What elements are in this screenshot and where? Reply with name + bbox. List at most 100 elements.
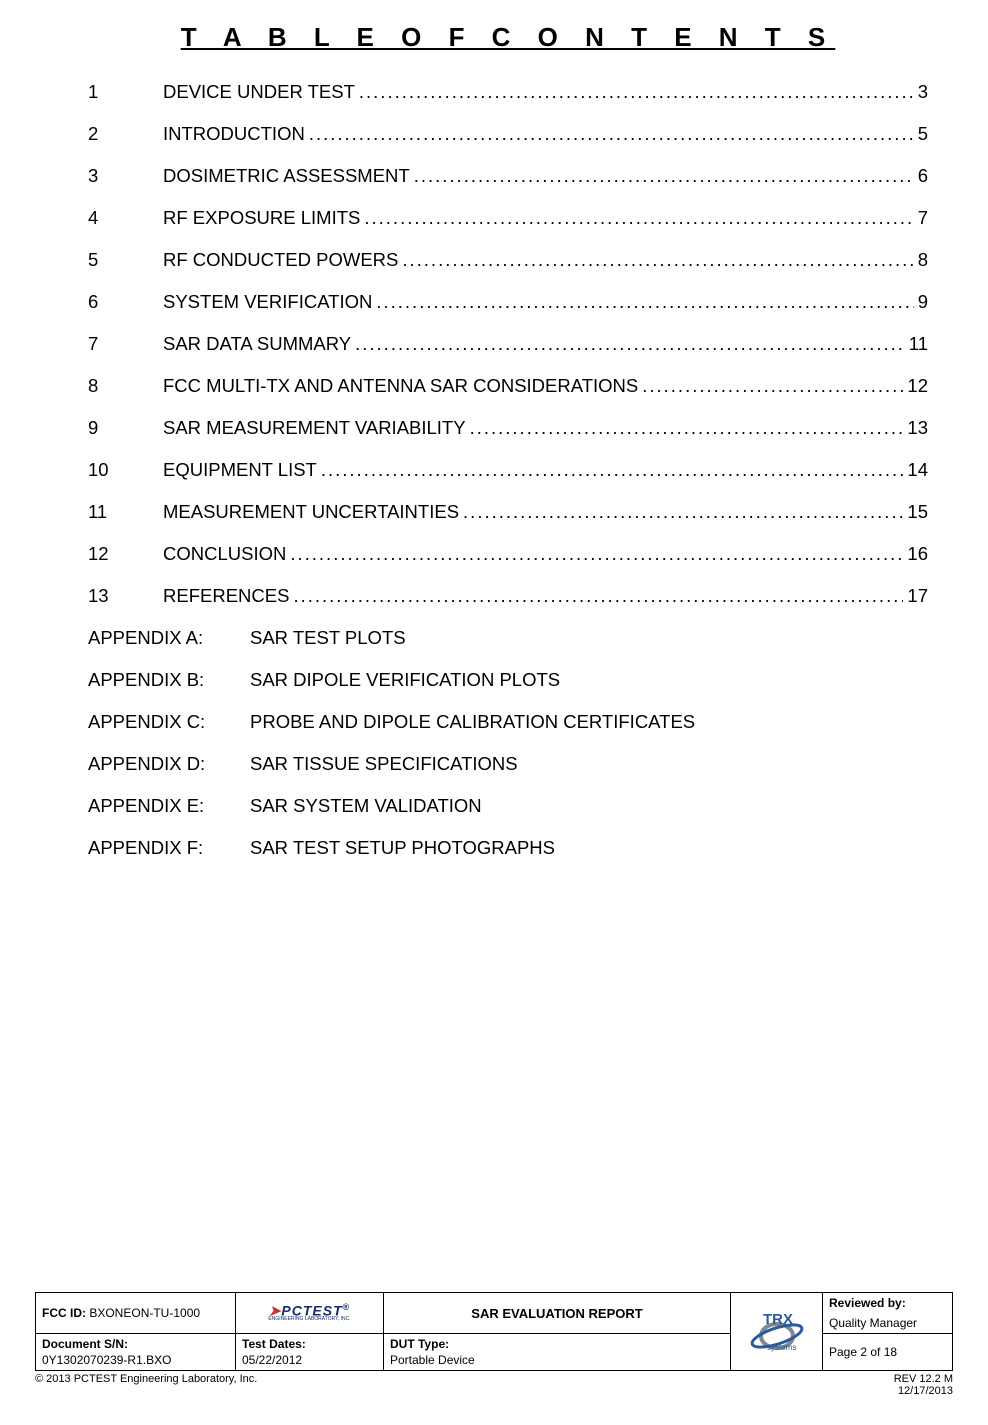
toc-page: 15 xyxy=(903,501,928,523)
toc-num: 4 xyxy=(88,207,163,229)
appendix-label: APPENDIX A: xyxy=(88,627,250,649)
docsn-label: Document S/N: xyxy=(42,1337,229,1351)
appendix-label: APPENDIX D: xyxy=(88,753,250,775)
appendix-text: SAR SYSTEM VALIDATION xyxy=(250,795,482,817)
cell-reviewed: Reviewed by: Quality Manager xyxy=(823,1293,953,1334)
appendix-label: APPENDIX B: xyxy=(88,669,250,691)
rev-date: 12/17/2013 xyxy=(898,1385,953,1397)
toc-page: 17 xyxy=(903,585,928,607)
toc-page: 5 xyxy=(914,123,928,145)
toc-page: 7 xyxy=(914,207,928,229)
appendix-row: APPENDIX D:SAR TISSUE SPECIFICATIONS xyxy=(88,753,928,775)
toc-row: 1DEVICE UNDER TEST 3 xyxy=(88,81,928,103)
toc-num: 9 xyxy=(88,417,163,439)
rev-text: REV 12.2 M xyxy=(894,1373,953,1385)
reviewed-label: Reviewed by: xyxy=(829,1296,946,1310)
toc-row: 8FCC MULTI-TX AND ANTENNA SAR CONSIDERAT… xyxy=(88,375,928,397)
toc-text: CONCLUSION xyxy=(163,543,290,565)
toc-num: 7 xyxy=(88,333,163,355)
pctest-logo-sub: ENGINEERING LABORATORY, INC. xyxy=(268,1317,350,1322)
toc-text: RF CONDUCTED POWERS xyxy=(163,249,402,271)
appendix-row: APPENDIX F:SAR TEST SETUP PHOTOGRAPHS xyxy=(88,837,928,859)
toc-row: 13REFERENCES 17 xyxy=(88,585,928,607)
pctest-logo-icon: ➤PCTEST®ENGINEERING LABORATORY, INC. xyxy=(268,1303,350,1323)
subfooter: © 2013 PCTEST Engineering Laboratory, In… xyxy=(35,1373,953,1397)
cell-testdates: Test Dates: 05/22/2012 xyxy=(236,1334,384,1371)
toc-num: 3 xyxy=(88,165,163,187)
toc-text: REFERENCES xyxy=(163,585,293,607)
toc-page: 16 xyxy=(903,543,928,565)
page-number: Page 2 of 18 xyxy=(823,1334,953,1371)
trx-logo-icon: TRX systems xyxy=(745,1308,809,1352)
toc-text: SYSTEM VERIFICATION xyxy=(163,291,376,313)
toc-text: MEASUREMENT UNCERTAINTIES xyxy=(163,501,463,523)
toc-text: DEVICE UNDER TEST xyxy=(163,81,359,103)
toc-num: 10 xyxy=(88,459,163,481)
toc-leader-dots xyxy=(376,291,913,313)
appendix-row: APPENDIX B:SAR DIPOLE VERIFICATION PLOTS xyxy=(88,669,928,691)
toc-num: 13 xyxy=(88,585,163,607)
toc-page: 8 xyxy=(914,249,928,271)
toc-leader-dots xyxy=(414,165,914,187)
cell-docsn: Document S/N: 0Y1302070239-R1.BXO xyxy=(36,1334,236,1371)
toc-page: 11 xyxy=(905,333,928,355)
toc-leader-dots xyxy=(290,543,903,565)
reviewed-value: Quality Manager xyxy=(829,1316,917,1330)
appendix-text: PROBE AND DIPOLE CALIBRATION CERTIFICATE… xyxy=(250,711,695,733)
toc-text: EQUIPMENT LIST xyxy=(163,459,321,481)
toc-leader-dots xyxy=(642,375,903,397)
toc-num: 8 xyxy=(88,375,163,397)
toc-num: 11 xyxy=(88,501,163,523)
appendix-text: SAR DIPOLE VERIFICATION PLOTS xyxy=(250,669,560,691)
toc-row: 12CONCLUSION 16 xyxy=(88,543,928,565)
toc-num: 1 xyxy=(88,81,163,103)
toc-page: 9 xyxy=(914,291,928,313)
fccid-label: FCC ID: xyxy=(42,1306,86,1320)
toc-num: 5 xyxy=(88,249,163,271)
appendix-label: APPENDIX F: xyxy=(88,837,250,859)
appendix-list: APPENDIX A:SAR TEST PLOTSAPPENDIX B:SAR … xyxy=(88,627,928,859)
toc-page: 14 xyxy=(903,459,928,481)
cell-trx-logo: TRX systems xyxy=(731,1293,823,1371)
toc-page: 3 xyxy=(914,81,928,103)
toc-leader-dots xyxy=(293,585,903,607)
toc-row: 4RF EXPOSURE LIMITS 7 xyxy=(88,207,928,229)
toc-num: 12 xyxy=(88,543,163,565)
toc-leader-dots xyxy=(359,81,914,103)
testdates-value: 05/22/2012 xyxy=(242,1353,302,1367)
toc-num: 2 xyxy=(88,123,163,145)
cell-fccid: FCC ID: BXONEON-TU-1000 xyxy=(36,1293,236,1334)
cell-duttype: DUT Type:Portable Device xyxy=(384,1334,731,1371)
toc-page: 13 xyxy=(903,417,928,439)
cell-pctest-logo: ➤PCTEST®ENGINEERING LABORATORY, INC. xyxy=(236,1293,384,1334)
docsn-value: 0Y1302070239-R1.BXO xyxy=(42,1353,171,1367)
toc-row: 5RF CONDUCTED POWERS 8 xyxy=(88,249,928,271)
toc-leader-dots xyxy=(402,249,913,271)
testdates-label: Test Dates: xyxy=(242,1337,377,1351)
toc-row: 2INTRODUCTION 5 xyxy=(88,123,928,145)
toc-row: 7SAR DATA SUMMARY 11 xyxy=(88,333,928,355)
duttype-value: Portable Device xyxy=(390,1353,475,1367)
toc-row: 9SAR MEASUREMENT VARIABILITY 13 xyxy=(88,417,928,439)
report-title: SAR EVALUATION REPORT xyxy=(384,1293,731,1334)
toc-title: T A B L E O F C O N T E N T S xyxy=(88,22,928,53)
toc-leader-dots xyxy=(364,207,913,229)
toc-text: DOSIMETRIC ASSESSMENT xyxy=(163,165,414,187)
toc-leader-dots xyxy=(355,333,905,355)
appendix-label: APPENDIX C: xyxy=(88,711,250,733)
footer-table: FCC ID: BXONEON-TU-1000 ➤PCTEST®ENGINEERI… xyxy=(35,1292,953,1371)
fccid-value: BXONEON-TU-1000 xyxy=(89,1306,200,1320)
toc-row: 6SYSTEM VERIFICATION 9 xyxy=(88,291,928,313)
toc-text: SAR DATA SUMMARY xyxy=(163,333,355,355)
svg-text:systems: systems xyxy=(767,1343,796,1352)
appendix-row: APPENDIX C:PROBE AND DIPOLE CALIBRATION … xyxy=(88,711,928,733)
svg-text:TRX: TRX xyxy=(763,1311,793,1328)
toc-row: 10EQUIPMENT LIST 14 xyxy=(88,459,928,481)
toc-list: 1DEVICE UNDER TEST 32INTRODUCTION 53DOSI… xyxy=(88,81,928,607)
toc-leader-dots xyxy=(463,501,903,523)
toc-leader-dots xyxy=(321,459,904,481)
toc-text: RF EXPOSURE LIMITS xyxy=(163,207,364,229)
toc-page: 6 xyxy=(914,165,928,187)
copyright-text: © 2013 PCTEST Engineering Laboratory, In… xyxy=(35,1373,257,1397)
toc-row: 11MEASUREMENT UNCERTAINTIES 15 xyxy=(88,501,928,523)
